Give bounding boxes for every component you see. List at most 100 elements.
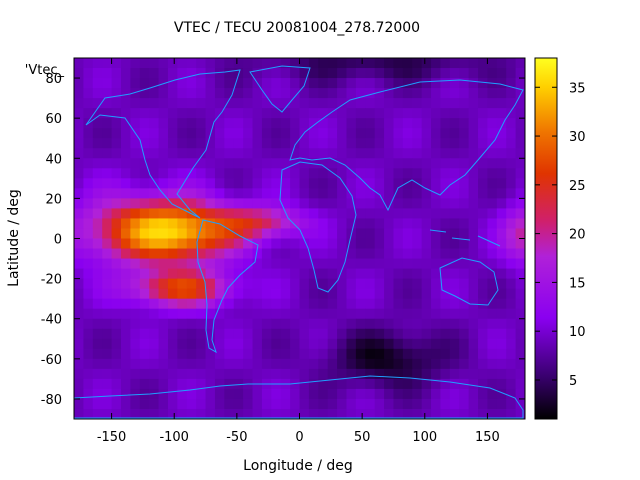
heatmap-cell [214,178,225,189]
heatmap-cell [402,308,413,320]
heatmap-cell [130,228,141,240]
x-tick-label: -150 [97,430,127,445]
heatmap-cell [243,388,254,400]
heatmap-cell [355,238,366,250]
heatmap-cell [468,168,479,179]
heatmap-cell [149,218,160,230]
heatmap-cell [130,168,141,179]
heatmap-cell [299,128,310,139]
heatmap-cell [308,58,319,69]
heatmap-cell [365,58,376,69]
heatmap-cell [224,258,235,270]
heatmap-cell [393,338,404,350]
heatmap-cell [224,118,235,129]
heatmap-cell [196,148,207,159]
heatmap-cell [224,408,235,419]
heatmap-cell [402,88,413,99]
heatmap-cell [233,278,244,290]
heatmap-cell [468,218,479,230]
heatmap-cell [167,378,178,390]
heatmap-cell [130,298,141,310]
heatmap-cell [327,178,338,189]
heatmap-cell [308,218,319,230]
heatmap-cell [449,78,460,89]
heatmap-cell [120,318,131,330]
heatmap-cell [186,98,197,109]
heatmap-cell [120,148,131,159]
heatmap-cell [92,358,103,370]
heatmap-cell [431,158,442,169]
heatmap-cell [449,348,460,360]
heatmap-cell [487,118,498,129]
heatmap-cell [158,68,169,79]
heatmap-cell [384,138,395,149]
colorbar-tick-label: 25 [569,179,586,194]
heatmap-cell [290,218,301,230]
heatmap-cell [280,68,291,79]
heatmap-cell [196,238,207,250]
heatmap-cell [421,78,432,89]
heatmap-cell [158,58,169,69]
heatmap-cell [74,198,84,210]
heatmap-cell [478,408,489,419]
heatmap-cell [449,188,460,199]
heatmap-cell [515,118,525,129]
heatmap-cell [393,258,404,270]
heatmap-cell [83,68,94,79]
heatmap-cell [346,58,357,69]
heatmap-cell [261,358,272,370]
heatmap-cell [384,68,395,79]
heatmap-cell [355,248,366,260]
heatmap-cell [139,188,150,199]
heatmap-cell [459,128,470,139]
heatmap-cell [365,388,376,400]
heatmap-cell [261,158,272,169]
heatmap-cell [111,368,122,380]
heatmap-cell [496,108,507,119]
heatmap-cell [205,78,216,89]
heatmap-cell [421,228,432,240]
heatmap-cell [384,88,395,99]
heatmap-cell [337,218,348,230]
coastline-africa [279,161,357,293]
heatmap-cell [515,228,525,240]
heatmap-cell [243,338,254,350]
heatmap-cell [308,128,319,139]
heatmap-cell [92,138,103,149]
heatmap-cell [252,138,263,149]
heatmap-cell [92,78,103,89]
heatmap-cell [149,188,160,199]
heatmap-cell [214,288,225,300]
heatmap-cell [299,288,310,300]
heatmap-cell [374,388,385,400]
heatmap-cell [459,238,470,250]
heatmap-cell [167,338,178,350]
heatmap-cell [102,338,113,350]
heatmap-cell [393,58,404,69]
heatmap-cell [478,188,489,199]
heatmap-cell [92,188,103,199]
heatmap-cell [196,268,207,280]
heatmap-cell [487,348,498,360]
heatmap-cell [92,128,103,139]
heatmap-cell [102,68,113,79]
heatmap-cell [149,158,160,169]
heatmap-cell [149,118,160,129]
heatmap-cell [478,278,489,290]
heatmap-cell [167,258,178,270]
heatmap-cell [337,168,348,179]
heatmap-cell [440,288,451,300]
heatmap-cell [271,218,282,230]
heatmap-cell [440,178,451,189]
heatmap-cell [393,278,404,290]
heatmap-cell [478,58,489,69]
heatmap-cell [506,158,517,169]
heatmap-cell [74,318,84,330]
heatmap-cell [158,318,169,330]
heatmap-cell [74,268,84,280]
heatmap-cell [402,158,413,169]
heatmap-cell [468,318,479,330]
heatmap-cell [346,268,357,280]
heatmap-cell [384,78,395,89]
heatmap-cell [496,258,507,270]
